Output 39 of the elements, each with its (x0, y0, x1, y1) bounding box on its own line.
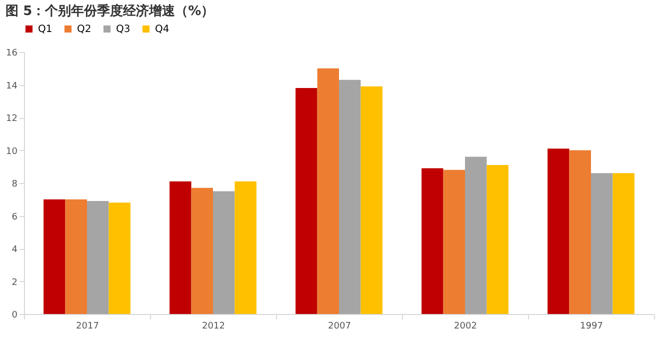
y-tick-label: 16 (6, 48, 18, 58)
bar (486, 164, 508, 314)
legend-label: Q3 (116, 24, 130, 35)
bar (465, 156, 487, 314)
bar (360, 86, 382, 314)
bar (191, 188, 213, 314)
legend-label: Q2 (77, 24, 92, 35)
bar (569, 150, 591, 314)
y-tick-label: 8 (12, 180, 18, 190)
bar (317, 68, 339, 314)
bar (339, 80, 361, 314)
bar (108, 202, 130, 314)
bar (170, 181, 192, 314)
bar (213, 191, 235, 314)
y-tick-label: 4 (12, 245, 18, 255)
x-tick-label: 2017 (76, 322, 99, 332)
x-tick-label: 2002 (454, 322, 477, 332)
y-tick-label: 0 (12, 310, 18, 320)
bar (612, 173, 634, 314)
y-tick-label: 10 (6, 146, 18, 157)
y-tick-label: 14 (6, 81, 18, 92)
y-tick-label: 2 (12, 278, 18, 288)
bar (548, 148, 570, 314)
bar (44, 199, 66, 314)
chart-title: 图 5：个别年份季度经济增速（%） (6, 3, 214, 19)
legend-label: Q1 (38, 24, 52, 35)
bar (443, 170, 465, 314)
bar (234, 181, 256, 314)
bar (422, 168, 444, 314)
y-tick-label: 6 (12, 212, 18, 222)
x-tick-label: 2007 (328, 322, 351, 332)
x-tick-label: 2012 (202, 322, 225, 332)
bar (591, 173, 613, 314)
y-tick-label: 12 (6, 114, 18, 124)
x-tick-label: 1997 (580, 322, 603, 332)
bar (296, 88, 318, 314)
bar (65, 199, 87, 314)
legend-label: Q4 (155, 24, 170, 35)
bar (87, 201, 109, 314)
